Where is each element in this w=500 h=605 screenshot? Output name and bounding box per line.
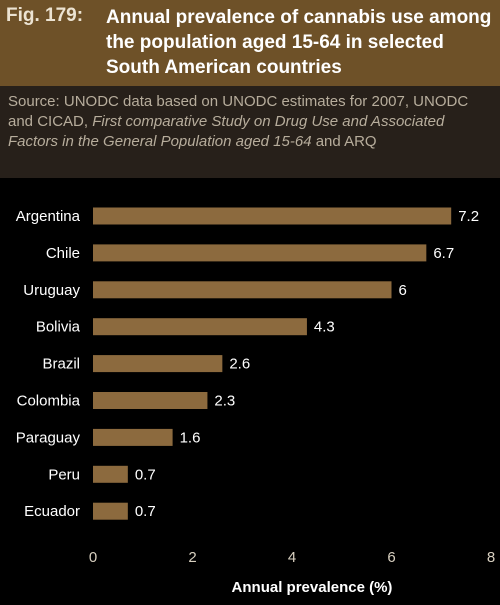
category-label-brazil: Brazil [42, 356, 80, 373]
value-label-brazil: 2.6 [229, 356, 250, 373]
source-note: Source: UNODC data based on UNODC estima… [0, 86, 500, 178]
bar-chile [93, 244, 427, 262]
x-tick-label-4: 4 [288, 549, 296, 566]
value-label-bolivia: 4.3 [314, 319, 335, 336]
bar-ecuador [93, 502, 128, 520]
value-label-chile: 6.7 [433, 245, 454, 262]
value-label-ecuador: 0.7 [135, 503, 156, 520]
x-tick-label-6: 6 [387, 549, 395, 566]
category-label-colombia: Colombia [17, 393, 81, 410]
category-label-uruguay: Uruguay [23, 282, 80, 299]
bar-bolivia [93, 318, 307, 336]
bar-peru [93, 465, 128, 483]
category-label-chile: Chile [46, 245, 80, 262]
bar-uruguay [93, 281, 392, 299]
source-italic: First comparative Study on Drug Use and … [8, 113, 445, 150]
figure-header: Fig. 179: Annual prevalence of cannabis … [0, 0, 500, 86]
source-tail: and ARQ [311, 133, 377, 150]
x-tick-label-8: 8 [487, 549, 495, 566]
bar-colombia [93, 392, 208, 409]
bar-paraguay [93, 428, 173, 446]
source-text: Source: UNODC data based on UNODC estima… [8, 92, 494, 152]
category-label-argentina: Argentina [16, 208, 81, 225]
bar-argentina [93, 207, 452, 225]
category-label-bolivia: Bolivia [36, 319, 81, 336]
category-label-paraguay: Paraguay [16, 429, 81, 446]
category-label-peru: Peru [48, 466, 80, 483]
value-label-uruguay: 6 [399, 282, 407, 299]
x-tick-label-0: 0 [89, 549, 97, 566]
category-label-ecuador: Ecuador [24, 503, 80, 520]
bar-brazil [93, 355, 223, 373]
source-lead: Source: UNODC data based on UNODC estima… [8, 93, 469, 130]
value-label-colombia: 2.3 [214, 393, 235, 410]
bar-chart: Argentina 7.2 Chile 6.7 Uruguay 6 Bolivia 4.3 Br… [16, 207, 495, 596]
figure-number: Fig. 179: [6, 5, 84, 26]
value-label-argentina: 7.2 [458, 208, 479, 225]
figure-title: Annual prevalence of cannabis use among … [106, 7, 492, 78]
value-label-peru: 0.7 [135, 466, 156, 483]
x-axis-label: Annual prevalence (%) [232, 579, 393, 596]
chart-area: Argentina 7.2 Chile 6.7 Uruguay 6 Bolivia 4.3 Br… [0, 178, 500, 600]
x-tick-label-2: 2 [188, 549, 196, 566]
value-label-paraguay: 1.6 [180, 429, 201, 446]
